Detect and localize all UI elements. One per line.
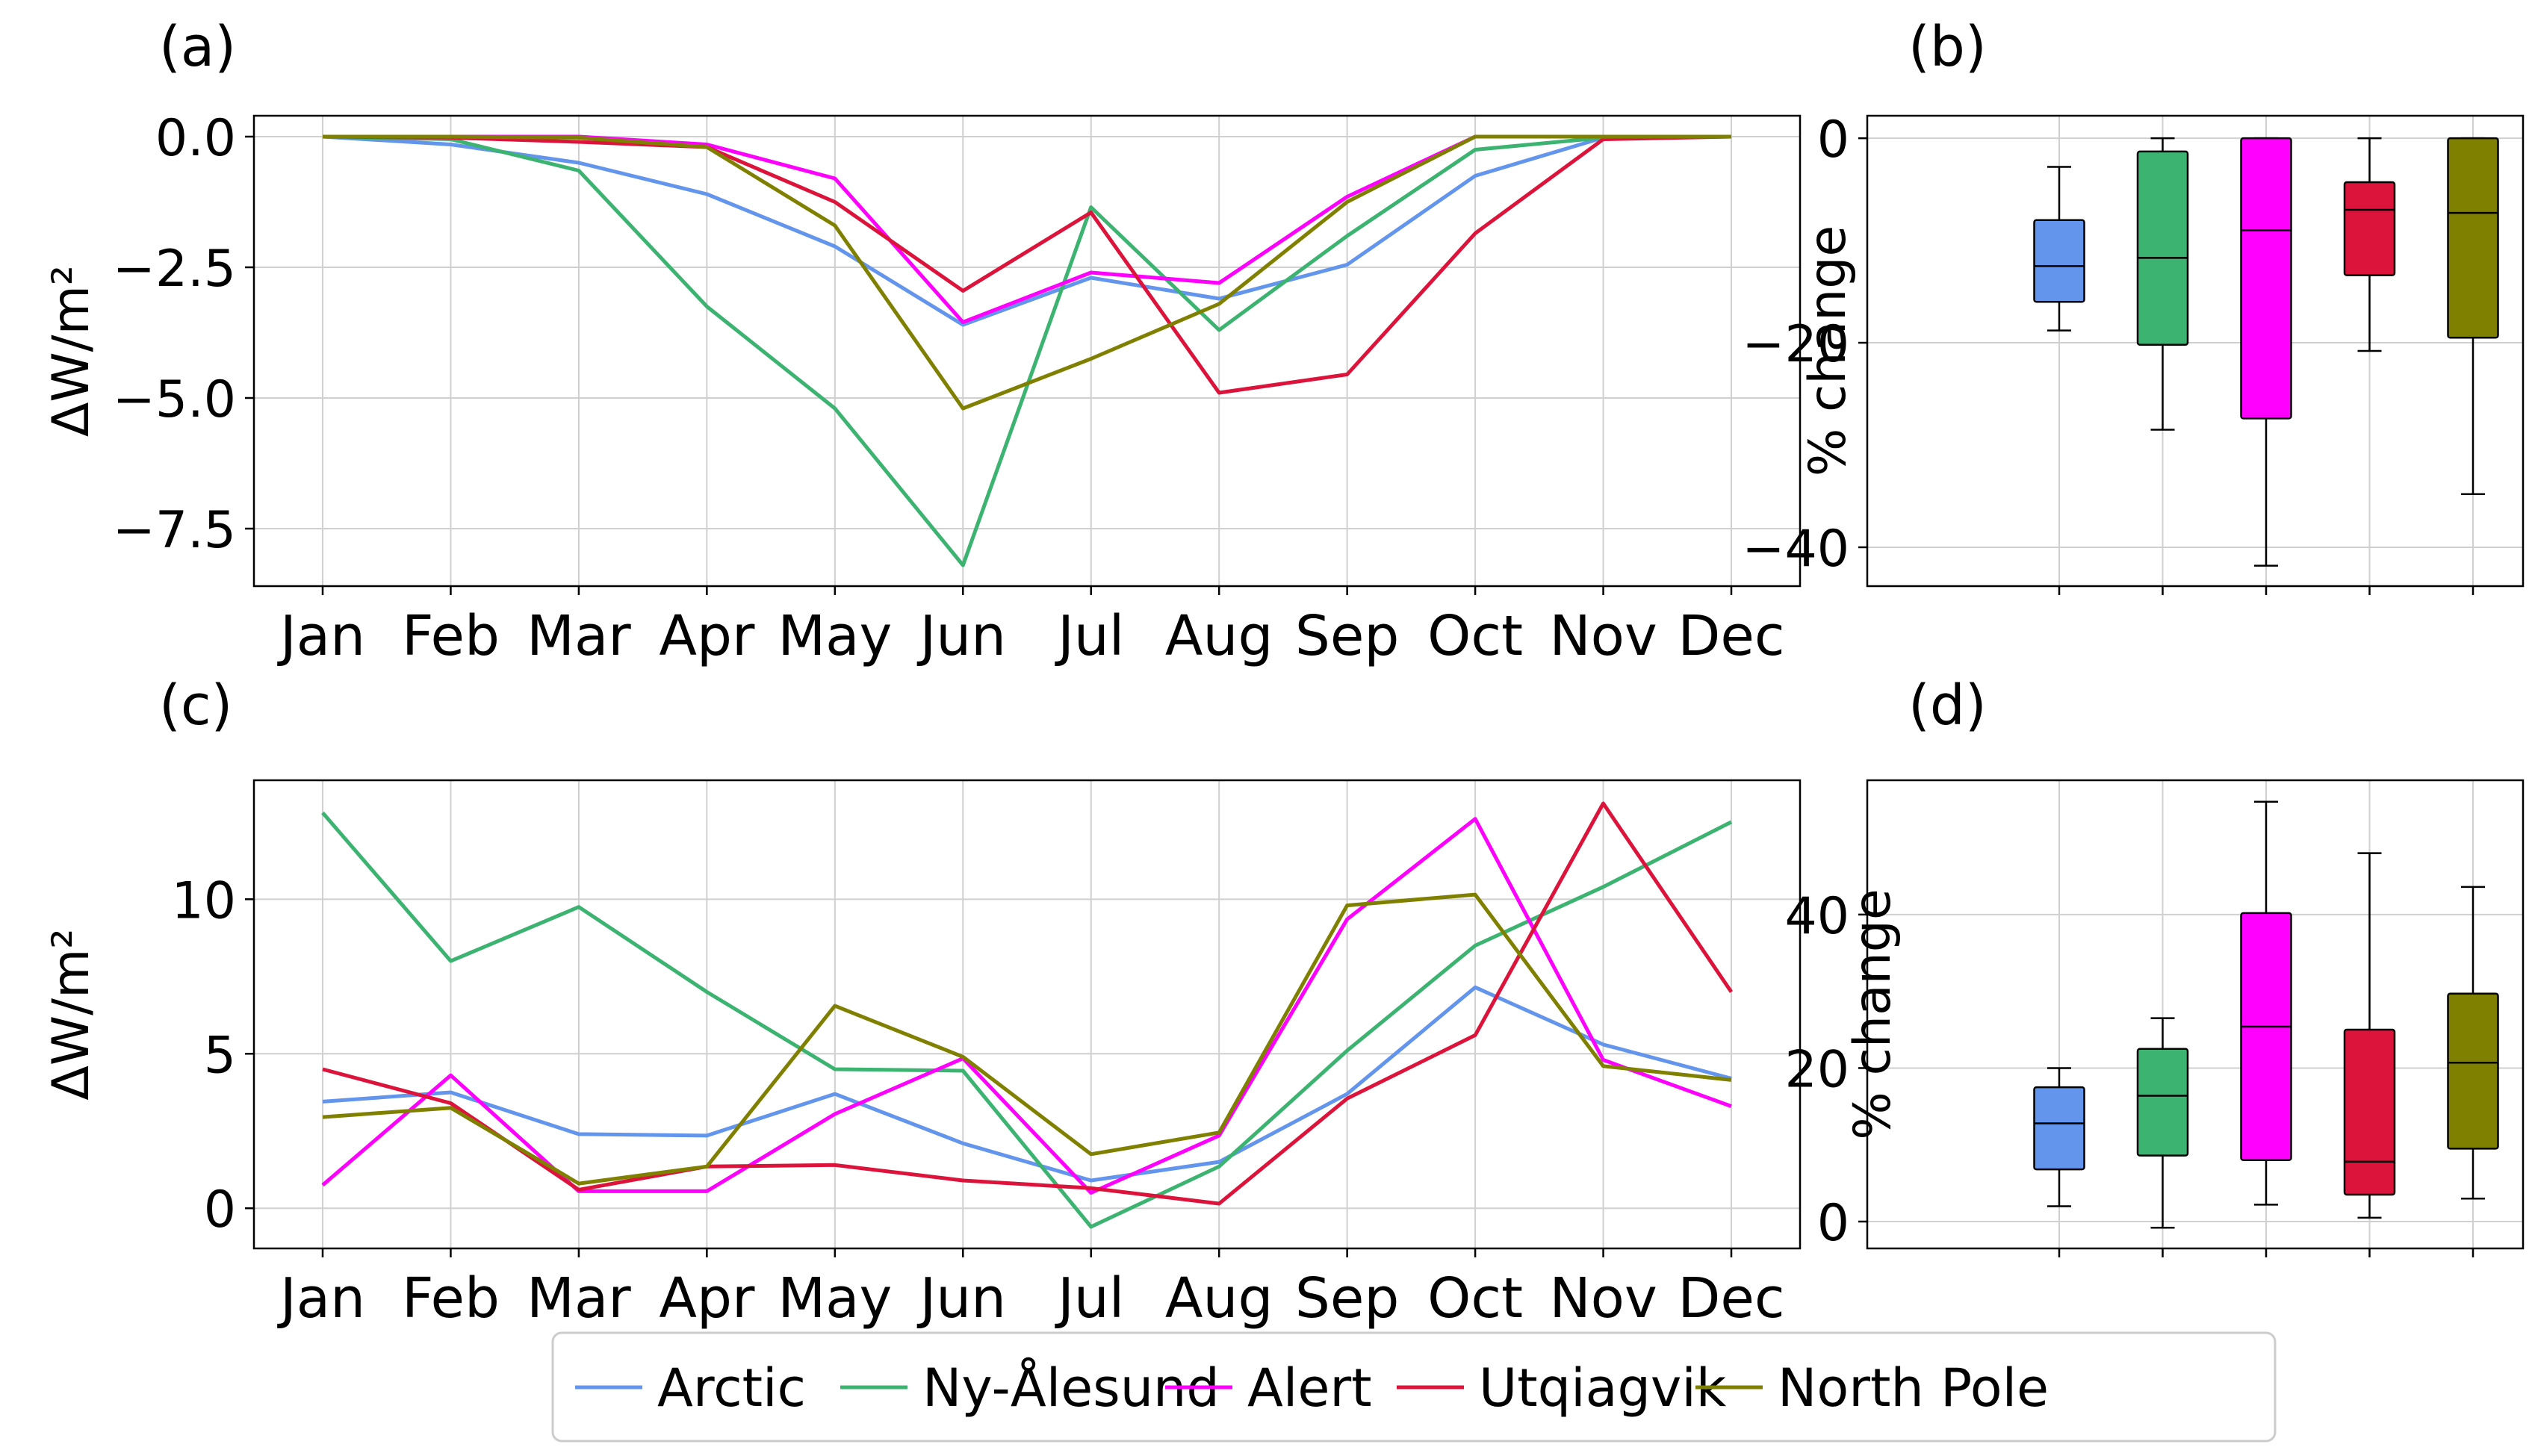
x-tick-label: Jul bbox=[1055, 604, 1124, 668]
y-axis-label: % change bbox=[1843, 889, 1902, 1139]
panel-d: (d) 0 20 40% change bbox=[1784, 673, 2525, 1257]
legend-label-arctic: Arctic bbox=[657, 1357, 806, 1419]
y-tick-label: 10 bbox=[171, 871, 236, 930]
panel-c-label: (c) bbox=[159, 673, 232, 738]
x-tick-label: Sep bbox=[1295, 1266, 1399, 1331]
series-line-north-pole bbox=[323, 134, 1731, 411]
panel-d-label: (d) bbox=[1908, 673, 1987, 738]
series-line-alert bbox=[323, 134, 1731, 324]
x-tick-label: Oct bbox=[1427, 604, 1523, 668]
box-alert bbox=[2240, 137, 2292, 420]
series-line-utqiagvik bbox=[322, 801, 1734, 1206]
y-tick-label: 0.0 bbox=[155, 109, 236, 168]
box-arctic bbox=[2033, 219, 2085, 303]
legend-label-utqiagvik: Utqiagvik bbox=[1479, 1357, 1727, 1419]
y-tick-label: −20 bbox=[1742, 315, 1849, 374]
x-tick-label: Mar bbox=[527, 1266, 631, 1331]
axes-frame bbox=[1866, 779, 2525, 1250]
y-tick-label: 0 bbox=[1817, 111, 1849, 169]
series-line-ny-lesund bbox=[321, 811, 1733, 1229]
series-line-utqiagvik bbox=[322, 134, 1732, 395]
x-tick-label: Apr bbox=[659, 604, 755, 668]
x-tick-label: Sep bbox=[1295, 604, 1399, 668]
x-tick-label: Aug bbox=[1165, 604, 1273, 668]
y-tick-label: −40 bbox=[1742, 520, 1849, 579]
axes-frame bbox=[1866, 114, 2525, 588]
x-tick-label: Oct bbox=[1427, 1266, 1523, 1331]
x-tick-label: Dec bbox=[1678, 604, 1784, 668]
box-utqiagvik bbox=[2343, 181, 2396, 276]
box-ny-lesund bbox=[2136, 150, 2189, 346]
x-tick-label: Jan bbox=[277, 604, 365, 668]
box-utqiagvik bbox=[2343, 1028, 2396, 1196]
box-north-pole bbox=[2447, 137, 2499, 339]
x-tick-label: Apr bbox=[659, 1266, 755, 1331]
series-line-arctic bbox=[322, 134, 1732, 327]
box-north-pole bbox=[2447, 992, 2499, 1150]
legend-label-alert: Alert bbox=[1247, 1357, 1372, 1419]
panel-a: (a) Jan Feb Mar Apr May Jun Jul Aug Sep Oct Nov Dec… bbox=[42, 15, 1802, 668]
axes-frame bbox=[252, 114, 1802, 588]
series-line-north-pole bbox=[322, 892, 1732, 1186]
x-tick-label: Feb bbox=[402, 604, 500, 668]
x-tick-label: Jun bbox=[916, 604, 1006, 668]
legend: Arctic Ny-Ålesund Alert Utqiagvik North Pole bbox=[551, 1331, 2277, 1443]
x-tick-label: Jun bbox=[916, 1266, 1006, 1331]
box-alert bbox=[2240, 912, 2292, 1162]
panel-b-label: (b) bbox=[1908, 15, 1987, 79]
box-ny-lesund bbox=[2136, 1048, 2189, 1157]
axes-frame bbox=[252, 779, 1802, 1250]
y-tick-label: 0 bbox=[1817, 1194, 1849, 1253]
x-tick-label: Nov bbox=[1549, 604, 1657, 668]
y-tick-label: 20 bbox=[1784, 1040, 1849, 1099]
y-tick-label: −2.5 bbox=[113, 240, 236, 299]
y-tick-label: 40 bbox=[1784, 887, 1849, 946]
x-tick-label: Aug bbox=[1165, 1266, 1273, 1331]
y-tick-label: 5 bbox=[204, 1026, 236, 1085]
y-axis-label: ΔW/m² bbox=[42, 265, 101, 437]
x-tick-label: Dec bbox=[1678, 1266, 1784, 1331]
x-tick-label: Jul bbox=[1055, 1266, 1124, 1331]
y-tick-label: −5.0 bbox=[113, 370, 236, 429]
x-tick-label: Feb bbox=[402, 1266, 500, 1331]
series-line-ny-lesund bbox=[322, 134, 1732, 567]
box-arctic bbox=[2033, 1086, 2085, 1171]
panel-b: (b) 0 −20 −40 % change bbox=[1742, 15, 2525, 595]
y-axis-label: % change bbox=[1799, 225, 1858, 476]
panel-c: (c) Jan Feb Mar Apr May Jun Jul Aug Sep Oct Nov Dec… bbox=[42, 673, 1802, 1331]
y-tick-label: 0 bbox=[204, 1180, 236, 1239]
y-axis-label: ΔW/m² bbox=[42, 928, 101, 1100]
x-tick-label: May bbox=[778, 604, 892, 668]
x-tick-label: Nov bbox=[1549, 1266, 1657, 1331]
panel-a-label: (a) bbox=[159, 15, 236, 79]
x-tick-label: Mar bbox=[527, 604, 631, 668]
x-tick-label: Jan bbox=[277, 1266, 365, 1331]
legend-label-north-pole: North Pole bbox=[1778, 1357, 2049, 1419]
x-tick-label: May bbox=[778, 1266, 892, 1331]
y-tick-label: −7.5 bbox=[113, 501, 236, 560]
